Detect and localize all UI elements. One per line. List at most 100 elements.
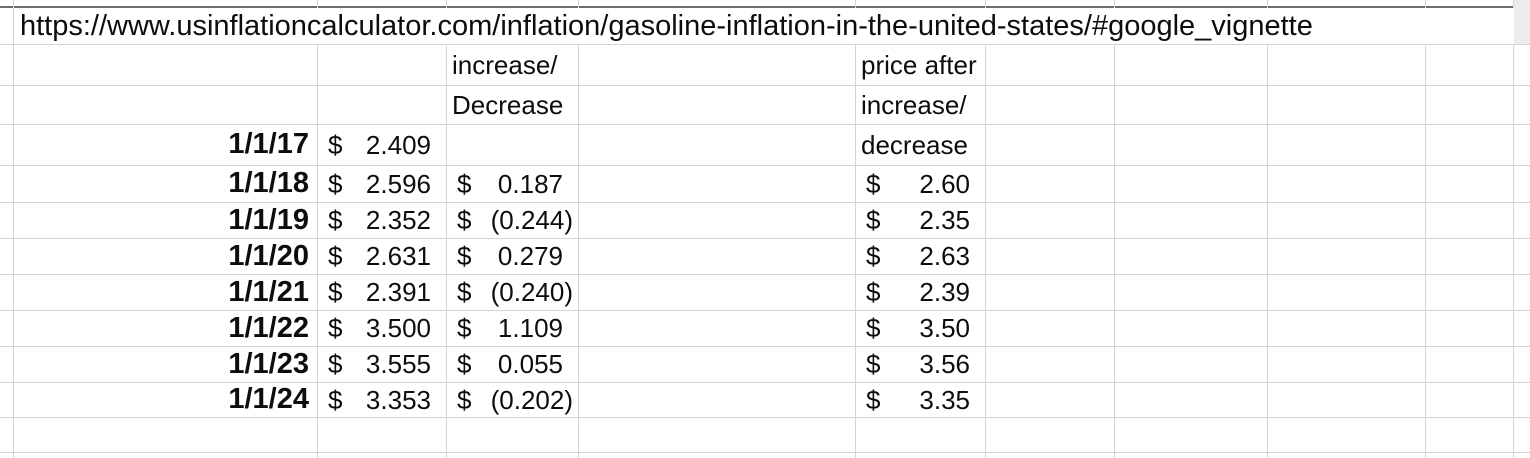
- gridline-horizontal: [0, 310, 1530, 311]
- after-cell[interactable]: $2.63: [855, 238, 985, 274]
- dollar-sign: $: [457, 168, 472, 199]
- change-cell[interactable]: $1.109: [446, 310, 578, 346]
- date-text: 1/1/20: [228, 239, 309, 272]
- date-cell[interactable]: 1/1/21: [13, 274, 317, 310]
- dollar-sign: $: [457, 277, 472, 307]
- gridline-horizontal: [0, 417, 1530, 418]
- date-text: 1/1/21: [228, 275, 309, 308]
- date-text: 1/1/22: [228, 311, 309, 344]
- date-text: 1/1/18: [228, 167, 309, 199]
- gridline-vertical: [578, 0, 579, 458]
- gridline-vertical: [446, 0, 447, 458]
- after-cell[interactable]: $3.50: [855, 310, 985, 346]
- change-header-cell-line1[interactable]: increase/: [446, 44, 578, 85]
- change-cell[interactable]: $ (0.240): [446, 274, 578, 310]
- date-cell[interactable]: 1/1/22: [13, 310, 317, 346]
- price-cell[interactable]: $2.352: [317, 202, 446, 238]
- gridline-horizontal: [0, 202, 1530, 203]
- dollar-sign: $: [457, 241, 472, 271]
- dollar-sign: $: [866, 205, 881, 235]
- amount-text: 0.279: [497, 241, 563, 271]
- after-cell[interactable]: $2.60: [855, 165, 985, 202]
- date-cell[interactable]: 1/1/24: [13, 382, 317, 417]
- amount-text: (0.202): [490, 384, 573, 415]
- date-cell[interactable]: 1/1/19: [13, 202, 317, 238]
- price-cell[interactable]: $2.409: [317, 124, 446, 165]
- change-cell[interactable]: $0.187: [446, 165, 578, 202]
- gridline-horizontal: [0, 165, 1530, 166]
- after-cell[interactable]: $2.35: [855, 202, 985, 238]
- gridline-vertical: [1114, 0, 1115, 458]
- price-cell[interactable]: $2.596: [317, 165, 446, 202]
- price-cell[interactable]: $3.353: [317, 382, 446, 417]
- dollar-sign: $: [457, 349, 472, 379]
- price-cell[interactable]: $2.391: [317, 274, 446, 310]
- date-cell[interactable]: 1/1/17: [13, 124, 317, 165]
- amount-text: (0.240): [490, 277, 573, 307]
- amount-text: 0.055: [497, 349, 563, 379]
- top-border-line: [0, 6, 1530, 8]
- dollar-sign: $: [328, 384, 343, 415]
- change-header-cell-line2[interactable]: Decrease: [446, 85, 578, 124]
- price-cell[interactable]: $2.631: [317, 238, 446, 274]
- dollar-sign: $: [866, 277, 881, 307]
- change-cell[interactable]: $0.055: [446, 346, 578, 382]
- header-text: increase/: [452, 49, 558, 80]
- date-text: 1/1/23: [228, 347, 309, 380]
- gridline-vertical: [1267, 0, 1268, 458]
- amount-text: 3.353: [365, 384, 431, 415]
- dollar-sign: $: [457, 205, 472, 235]
- change-cell[interactable]: $0.279: [446, 238, 578, 274]
- gridline-horizontal: [0, 44, 1530, 45]
- after-cell[interactable]: $3.35: [855, 382, 985, 417]
- price-cell[interactable]: $3.555: [317, 346, 446, 382]
- url-text: https://www.usinflationcalculator.com/in…: [20, 9, 1313, 42]
- gridline-horizontal: [0, 382, 1530, 383]
- gridline-vertical: [317, 0, 318, 458]
- date-text: 1/1/17: [228, 128, 309, 160]
- date-cell[interactable]: 1/1/20: [13, 238, 317, 274]
- amount-text: 3.56: [919, 349, 970, 379]
- url-cell[interactable]: https://www.usinflationcalculator.com/in…: [14, 8, 1514, 44]
- dollar-sign: $: [328, 241, 343, 271]
- gridline-horizontal: [0, 452, 1530, 453]
- amount-text: 2.35: [919, 205, 970, 235]
- gridline-vertical: [13, 0, 14, 458]
- dollar-sign: $: [328, 277, 343, 307]
- amount-text: 2.63: [919, 241, 970, 271]
- amount-text: 0.187: [497, 168, 563, 199]
- header-text: Decrease: [452, 89, 564, 120]
- change-cell[interactable]: $ (0.244): [446, 202, 578, 238]
- price-cell[interactable]: $3.500: [317, 310, 446, 346]
- amount-text: 3.35: [919, 384, 970, 415]
- gridline-horizontal: [0, 85, 1530, 86]
- gridline-horizontal: [0, 274, 1530, 275]
- after-header-cell-line1[interactable]: price after: [855, 44, 985, 85]
- amount-text: 2.631: [365, 241, 431, 271]
- dollar-sign: $: [866, 349, 881, 379]
- after-header-cell-line2[interactable]: increase/: [855, 85, 985, 124]
- amount-text: 2.60: [919, 168, 970, 199]
- gridline-vertical: [1425, 0, 1426, 458]
- sheet-edge-shade: [1514, 0, 1530, 44]
- header-text: price after: [861, 49, 977, 80]
- amount-text: 2.39: [919, 277, 970, 307]
- date-text: 1/1/19: [228, 203, 309, 236]
- change-cell[interactable]: $ (0.202): [446, 382, 578, 417]
- dollar-sign: $: [866, 168, 881, 199]
- date-cell[interactable]: 1/1/23: [13, 346, 317, 382]
- after-header-cell-line3[interactable]: decrease: [855, 124, 985, 165]
- amount-text: 2.391: [365, 277, 431, 307]
- after-cell[interactable]: $3.56: [855, 346, 985, 382]
- amount-text: 3.555: [365, 349, 431, 379]
- after-cell[interactable]: $2.39: [855, 274, 985, 310]
- dollar-sign: $: [328, 129, 343, 160]
- date-cell[interactable]: 1/1/18: [13, 165, 317, 202]
- amount-text: 2.596: [365, 168, 431, 199]
- gridline-vertical: [855, 0, 856, 458]
- dollar-sign: $: [328, 313, 343, 343]
- gridline-horizontal: [0, 346, 1530, 347]
- dollar-sign: $: [866, 384, 881, 415]
